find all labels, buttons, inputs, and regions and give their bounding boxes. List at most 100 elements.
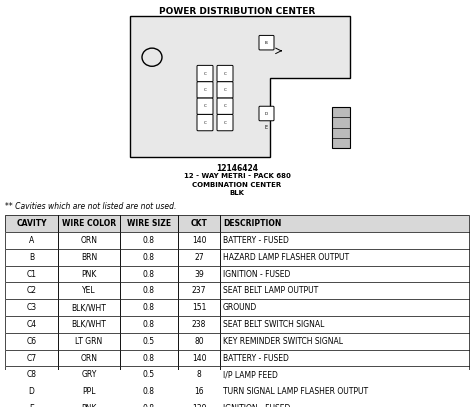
Text: BLK: BLK xyxy=(229,190,245,196)
Text: ** Cavities which are not listed are not used.: ** Cavities which are not listed are not… xyxy=(5,203,176,212)
Text: D: D xyxy=(28,387,35,396)
Bar xyxy=(5,350,469,366)
Text: B: B xyxy=(265,41,268,45)
Text: COMBINATION CENTER: COMBINATION CENTER xyxy=(192,182,282,188)
Bar xyxy=(120,400,178,407)
Polygon shape xyxy=(130,16,350,157)
Bar xyxy=(220,350,469,366)
Bar xyxy=(5,400,469,407)
Bar xyxy=(120,383,178,400)
Text: SEAT BELT LAMP OUTPUT: SEAT BELT LAMP OUTPUT xyxy=(223,286,318,295)
Bar xyxy=(5,232,58,249)
Bar xyxy=(220,400,469,407)
Bar xyxy=(120,266,178,282)
Text: GROUND: GROUND xyxy=(223,303,257,312)
Text: 0.8: 0.8 xyxy=(143,354,155,363)
Bar xyxy=(178,366,220,383)
Text: E: E xyxy=(265,125,268,129)
Text: HAZARD LAMP FLASHER OUTPUT: HAZARD LAMP FLASHER OUTPUT xyxy=(223,253,349,262)
Text: BLK/WHT: BLK/WHT xyxy=(72,303,107,312)
Bar xyxy=(120,299,178,316)
Text: CKT: CKT xyxy=(191,219,208,228)
Bar xyxy=(5,316,469,333)
Text: C: C xyxy=(203,88,207,92)
Text: D: D xyxy=(265,112,268,116)
Bar xyxy=(5,333,58,350)
Text: C3: C3 xyxy=(27,303,36,312)
Bar xyxy=(58,383,120,400)
FancyBboxPatch shape xyxy=(217,98,233,114)
Text: 0.8: 0.8 xyxy=(143,286,155,295)
FancyBboxPatch shape xyxy=(217,114,233,131)
Bar xyxy=(58,316,120,333)
Text: C8: C8 xyxy=(27,370,36,379)
Bar xyxy=(178,383,220,400)
Text: ORN: ORN xyxy=(81,236,98,245)
Bar xyxy=(220,299,469,316)
Bar xyxy=(332,107,350,148)
Text: C7: C7 xyxy=(27,354,36,363)
Text: C: C xyxy=(203,104,207,108)
Text: WIRE COLOR: WIRE COLOR xyxy=(62,219,116,228)
Bar xyxy=(58,249,120,266)
Bar xyxy=(5,215,469,232)
Text: CAVITY: CAVITY xyxy=(16,219,47,228)
Text: 0.5: 0.5 xyxy=(143,337,155,346)
Bar xyxy=(120,249,178,266)
Bar xyxy=(58,299,120,316)
Text: C: C xyxy=(203,72,207,76)
Text: 80: 80 xyxy=(194,337,204,346)
Bar xyxy=(58,282,120,299)
Bar xyxy=(178,350,220,366)
FancyBboxPatch shape xyxy=(217,82,233,98)
Text: BATTERY - FUSED: BATTERY - FUSED xyxy=(223,236,289,245)
Text: 39: 39 xyxy=(194,269,204,278)
Text: 238: 238 xyxy=(192,320,206,329)
Text: 0.8: 0.8 xyxy=(143,320,155,329)
Bar xyxy=(120,333,178,350)
Text: 0.5: 0.5 xyxy=(143,370,155,379)
Text: 237: 237 xyxy=(192,286,206,295)
Bar xyxy=(178,249,220,266)
Text: 0.8: 0.8 xyxy=(143,303,155,312)
FancyBboxPatch shape xyxy=(197,82,213,98)
Text: SEAT BELT SWITCH SIGNAL: SEAT BELT SWITCH SIGNAL xyxy=(223,320,324,329)
Text: 140: 140 xyxy=(192,354,206,363)
Bar xyxy=(5,249,469,266)
Text: KEY REMINDER SWITCH SIGNAL: KEY REMINDER SWITCH SIGNAL xyxy=(223,337,343,346)
Bar xyxy=(220,316,469,333)
Text: YEL: YEL xyxy=(82,286,96,295)
Bar xyxy=(5,282,58,299)
Bar xyxy=(178,232,220,249)
Text: C1: C1 xyxy=(27,269,36,278)
Bar xyxy=(5,282,469,299)
Text: C: C xyxy=(224,120,227,125)
FancyBboxPatch shape xyxy=(197,66,213,82)
Bar xyxy=(120,316,178,333)
Text: E: E xyxy=(29,404,34,407)
Bar xyxy=(58,366,120,383)
Bar xyxy=(178,316,220,333)
Bar xyxy=(5,232,469,249)
Text: 8: 8 xyxy=(197,370,201,379)
Bar xyxy=(5,266,469,282)
FancyBboxPatch shape xyxy=(217,66,233,82)
Text: C6: C6 xyxy=(27,337,36,346)
Bar xyxy=(220,383,469,400)
Text: 0.8: 0.8 xyxy=(143,236,155,245)
Bar xyxy=(120,232,178,249)
Bar xyxy=(5,400,58,407)
Text: I/P LAMP FEED: I/P LAMP FEED xyxy=(223,370,278,379)
Text: 151: 151 xyxy=(192,303,206,312)
Bar xyxy=(120,350,178,366)
Text: DESCRIPTION: DESCRIPTION xyxy=(223,219,282,228)
Text: BRN: BRN xyxy=(81,253,97,262)
Text: BATTERY - FUSED: BATTERY - FUSED xyxy=(223,354,289,363)
Text: IGNITION - FUSED: IGNITION - FUSED xyxy=(223,269,291,278)
Bar xyxy=(5,333,469,350)
Bar xyxy=(58,215,120,232)
Bar xyxy=(5,299,58,316)
Text: TURN SIGNAL LAMP FLASHER OUTPUT: TURN SIGNAL LAMP FLASHER OUTPUT xyxy=(223,387,368,396)
Text: IGNITION - FUSED: IGNITION - FUSED xyxy=(223,404,291,407)
Text: 27: 27 xyxy=(194,253,204,262)
